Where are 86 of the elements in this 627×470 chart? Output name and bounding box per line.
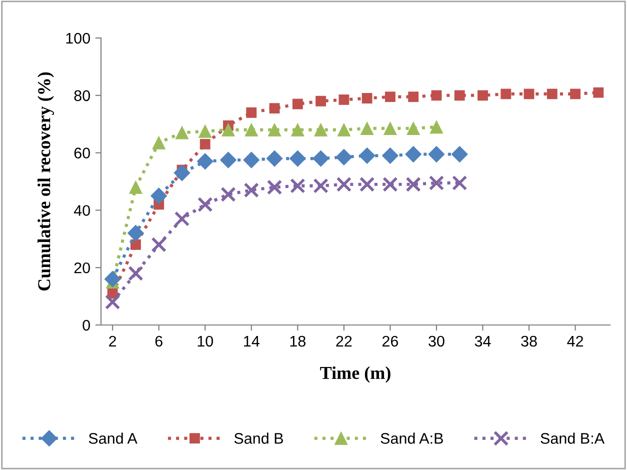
y-tick-label: 20 — [74, 262, 90, 274]
point — [220, 152, 236, 168]
x-tick-label: 22 — [336, 336, 352, 346]
point — [316, 96, 326, 106]
point — [198, 124, 212, 138]
point — [428, 175, 444, 191]
legend-label: Sand B — [234, 432, 283, 444]
point — [546, 88, 558, 100]
y-axis-title: Cumulative oil recovery (%) — [38, 72, 54, 291]
point — [359, 176, 375, 192]
point — [266, 180, 282, 195]
point — [313, 178, 328, 194]
point — [174, 164, 190, 182]
x-tick-label: 10 — [198, 336, 214, 347]
point — [175, 126, 189, 140]
point — [220, 186, 236, 202]
point — [312, 150, 330, 167]
point — [269, 103, 280, 114]
point — [290, 178, 306, 194]
point — [246, 107, 257, 118]
y-tick-label: 0 — [82, 320, 90, 331]
point — [451, 146, 468, 162]
point — [268, 123, 282, 136]
point — [244, 123, 258, 136]
point — [384, 92, 396, 102]
point — [405, 146, 422, 162]
x-tick-label: 38 — [521, 336, 537, 347]
point — [382, 147, 398, 164]
point — [174, 211, 190, 226]
x-tick-label: 14 — [244, 336, 260, 346]
legend-label: Sand A:B — [380, 432, 443, 444]
point — [593, 87, 604, 98]
point — [454, 90, 465, 101]
point — [336, 148, 352, 166]
point — [151, 237, 166, 252]
x-tick-label: 6 — [155, 336, 162, 347]
point — [243, 152, 260, 168]
point — [314, 123, 328, 136]
point — [431, 90, 442, 101]
point — [452, 175, 468, 191]
point — [291, 123, 304, 136]
x-tick-label: 42 — [567, 336, 584, 346]
point — [338, 94, 350, 105]
point — [406, 122, 420, 136]
point — [152, 136, 166, 150]
point — [129, 180, 142, 194]
x-tick-label: 2 — [109, 336, 116, 346]
point — [362, 93, 372, 104]
x-tick-label: 34 — [474, 336, 491, 347]
point — [222, 123, 235, 136]
legend-label: Sand A — [88, 432, 138, 444]
point — [478, 90, 488, 101]
legend-label: Sand B:A — [540, 432, 605, 444]
point — [430, 120, 444, 134]
point — [289, 150, 306, 167]
point — [128, 266, 144, 281]
point — [104, 270, 121, 288]
x-axis-title: Time (m) — [320, 366, 390, 383]
point — [570, 88, 581, 100]
point — [292, 98, 303, 110]
point — [197, 196, 213, 212]
point — [266, 150, 283, 167]
point — [337, 123, 351, 136]
point — [524, 88, 534, 100]
y-tick-label: 60 — [74, 148, 90, 158]
point — [358, 147, 376, 164]
x-tick-label: 30 — [428, 336, 444, 347]
x-tick-label: 26 — [382, 336, 398, 347]
point — [360, 122, 374, 136]
x-tick-label: 18 — [290, 336, 306, 347]
point — [408, 92, 419, 102]
point — [336, 176, 352, 192]
point — [406, 176, 421, 192]
point — [150, 188, 168, 204]
point — [104, 294, 120, 310]
point — [382, 176, 398, 192]
point — [128, 224, 144, 242]
point — [200, 138, 210, 150]
point — [244, 182, 260, 198]
y-tick-label: 80 — [74, 90, 90, 102]
point — [196, 153, 214, 170]
point — [500, 88, 512, 100]
point — [428, 146, 445, 162]
y-tick-label: 100 — [66, 32, 90, 44]
y-tick-label: 40 — [74, 205, 90, 216]
point — [384, 122, 397, 136]
